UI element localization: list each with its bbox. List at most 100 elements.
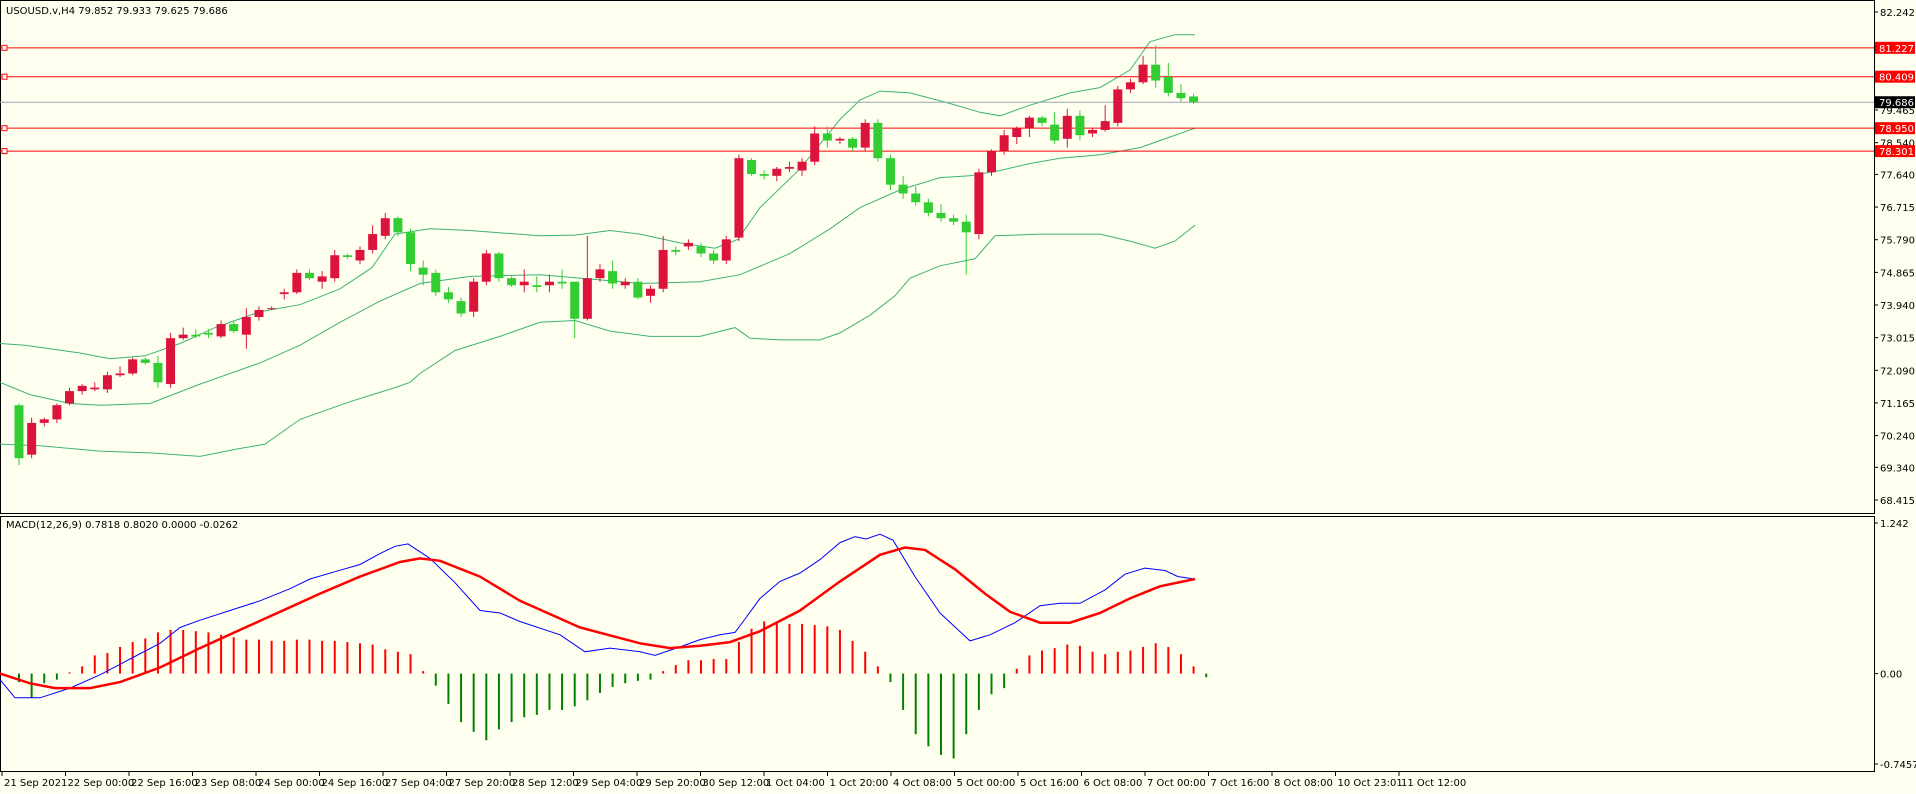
macd-histogram — [18, 621, 1208, 759]
candle-body-50 — [646, 288, 655, 296]
candle-body-21 — [279, 292, 289, 295]
candle-body-41 — [532, 285, 542, 288]
candle-body-68 — [873, 122, 883, 159]
candle-body-83 — [1062, 115, 1072, 139]
candle-body-47 — [608, 271, 618, 284]
time-tick-label-1: 22 Sep 00:00 — [68, 778, 135, 789]
candle-body-32 — [418, 267, 428, 275]
time-tick-label-17: 6 Oct 08:00 — [1084, 778, 1143, 789]
macd-panel — [0, 516, 1875, 772]
price-tick-label-7: 75.790 — [1880, 236, 1915, 247]
candle-body-34 — [443, 292, 453, 300]
time-tick-label-2: 22 Sep 16:00 — [131, 778, 198, 789]
time-tick-label-14: 4 Oct 08:00 — [893, 778, 952, 789]
candle-body-2 — [39, 419, 49, 423]
price-tick-label-12: 71.165 — [1880, 399, 1915, 410]
candle-body-0 — [14, 405, 24, 459]
candle-body-38 — [494, 253, 504, 279]
candle-body-73 — [936, 212, 946, 219]
hline-anchor-1 — [1, 73, 8, 80]
hline-label-bg-3 — [1875, 145, 1915, 158]
macd-tick-label-1: 0.00 — [1880, 670, 1902, 681]
bollinger-lower-line — [0, 224, 1196, 457]
candle-body-71 — [911, 193, 921, 203]
candle-body-9 — [128, 359, 138, 374]
hline-label-4: 79.686 — [1879, 98, 1914, 109]
candle-body-26 — [342, 255, 352, 258]
macd-lines — [0, 533, 1196, 699]
time-tick-label-6: 27 Sep 04:00 — [385, 778, 452, 789]
price-tick-label-8: 74.865 — [1880, 268, 1915, 279]
hline-label-bg-0 — [1875, 41, 1915, 54]
candle-body-46 — [595, 269, 605, 279]
time-tick-label-5: 24 Sep 16:00 — [322, 778, 389, 789]
candle-body-62 — [797, 161, 807, 171]
candle-body-16 — [216, 324, 226, 337]
price-tick-label-0: 82.242 — [1880, 8, 1915, 19]
candle-body-56 — [721, 239, 731, 261]
candle-body-84 — [1075, 115, 1085, 136]
hline-anchor-2 — [1, 125, 8, 132]
price-panel — [0, 0, 1875, 514]
candle-body-44 — [570, 281, 580, 319]
candle-body-36 — [469, 281, 479, 312]
candle-body-90 — [1151, 64, 1161, 81]
time-tick-label-15: 5 Oct 00:00 — [957, 778, 1016, 789]
candle-body-79 — [1012, 128, 1022, 138]
candle-body-39 — [507, 278, 517, 286]
horizontal-line-labels: 81.227 80.409 78.950 78.301 79.686 — [1875, 41, 1915, 158]
candle-body-70 — [898, 184, 908, 194]
candle-body-60 — [772, 168, 782, 176]
bollinger-upper-line — [0, 34, 1195, 360]
candle-body-13 — [178, 334, 188, 339]
time-tick-label-18: 7 Oct 00:00 — [1147, 778, 1206, 789]
candle-body-42 — [544, 281, 554, 286]
candle-body-55 — [709, 253, 719, 261]
time-tick-label-4: 24 Sep 00:00 — [258, 778, 325, 789]
candle-body-3 — [52, 405, 62, 420]
price-tick-label-6: 76.715 — [1880, 203, 1915, 214]
candle-body-28 — [368, 234, 378, 250]
candle-body-31 — [406, 232, 416, 265]
hline-label-bg-1 — [1875, 70, 1915, 83]
candle-body-82 — [1050, 124, 1060, 141]
macd-axis: 1.242 0.00 -0.7457 — [1874, 519, 1916, 771]
candle-body-15 — [203, 332, 213, 335]
time-tick-label-19: 7 Oct 16:00 — [1211, 778, 1270, 789]
candle-body-40 — [519, 281, 529, 286]
candle-body-1 — [27, 422, 37, 455]
hline-label-2: 78.950 — [1879, 124, 1914, 135]
candle-body-29 — [380, 218, 390, 236]
price-tick-label-13: 70.240 — [1880, 432, 1915, 443]
time-tick-label-0: 21 Sep 2021 — [4, 778, 67, 789]
candle-body-85 — [1088, 129, 1098, 134]
time-tick-label-7: 27 Sep 20:00 — [449, 778, 516, 789]
candle-body-45 — [582, 278, 592, 319]
hline-label-0: 81.227 — [1879, 44, 1914, 55]
candle-body-66 — [848, 138, 858, 148]
price-tick-label-14: 69.340 — [1880, 463, 1915, 474]
candle-body-75 — [961, 221, 971, 233]
candle-body-14 — [191, 334, 201, 337]
time-tick-label-9: 29 Sep 04:00 — [576, 778, 643, 789]
candle-body-77 — [987, 151, 997, 173]
candle-body-80 — [1024, 117, 1034, 129]
hline-label-1: 80.409 — [1879, 73, 1914, 84]
candle-body-35 — [456, 301, 466, 314]
bollinger-middle-line — [0, 127, 1196, 406]
bollinger-bands — [0, 34, 1196, 457]
candle-body-78 — [999, 135, 1009, 152]
price-tick-label-15: 68.415 — [1880, 496, 1915, 507]
time-tick-label-11: 30 Sep 12:00 — [703, 778, 770, 789]
candle-body-63 — [810, 133, 820, 162]
candle-body-12 — [166, 338, 176, 385]
candle-body-59 — [759, 174, 769, 176]
candle-body-69 — [885, 158, 895, 185]
candle-body-30 — [393, 218, 403, 233]
candle-body-10 — [140, 359, 150, 363]
candle-body-86 — [1100, 121, 1110, 130]
candle-body-89 — [1138, 64, 1148, 83]
candle-body-37 — [481, 253, 491, 282]
macd-title: MACD(12,26,9) 0.7818 0.8020 0.0000 -0.02… — [6, 520, 238, 531]
